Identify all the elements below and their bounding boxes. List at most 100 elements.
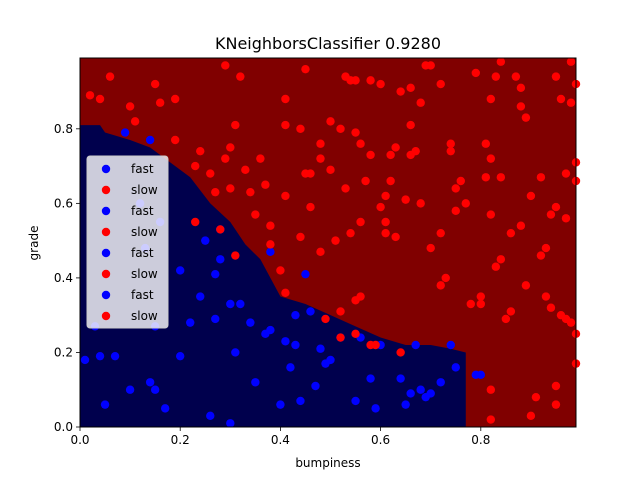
slow-point: [516, 102, 526, 111]
fast-point: [326, 355, 335, 365]
slow-point: [426, 243, 435, 253]
fast-point: [266, 325, 275, 335]
slow-point: [436, 281, 445, 290]
fast-point: [291, 340, 300, 350]
slow-point: [446, 146, 455, 156]
slow-point: [331, 236, 340, 245]
slow-point: [296, 124, 305, 134]
fast-point: [176, 266, 185, 275]
slow-point: [526, 411, 536, 421]
legend-marker-fast: [101, 164, 111, 174]
y-tick-label: 0.6: [54, 196, 73, 210]
fast-point: [291, 310, 300, 320]
slow-point: [541, 292, 551, 301]
slow-point: [511, 72, 521, 81]
fast-point: [396, 374, 405, 383]
slow-point: [566, 98, 576, 107]
slow-point: [306, 202, 315, 212]
slow-point: [191, 217, 200, 227]
fast-point: [160, 404, 170, 413]
slow-point: [211, 187, 220, 197]
fast-point: [206, 411, 215, 421]
slow-point: [496, 173, 506, 182]
slow-point: [426, 61, 435, 70]
fast-point: [416, 385, 425, 394]
slow-point: [261, 180, 270, 189]
fast-point: [80, 355, 90, 365]
slow-point: [556, 94, 566, 104]
fast-point: [311, 381, 320, 391]
x-axis-label: bumpiness: [295, 456, 360, 470]
y-tick-label: 0.2: [54, 345, 73, 359]
slow-point: [486, 210, 496, 219]
slow-point: [221, 61, 230, 70]
slow-point: [546, 303, 556, 312]
slow-point: [376, 79, 385, 89]
slow-point: [416, 199, 425, 208]
chart-title: KNeighborsClassifier 0.9280: [215, 34, 441, 53]
slow-point: [231, 120, 240, 130]
slow-point: [150, 79, 160, 89]
fast-point: [95, 351, 105, 361]
slow-point: [546, 210, 556, 219]
slow-point: [526, 191, 536, 201]
fast-point: [120, 128, 130, 137]
slow-point: [336, 124, 345, 134]
fast-point: [371, 404, 380, 413]
slow-point: [561, 169, 571, 178]
slow-point: [536, 173, 546, 182]
slow-point: [266, 221, 275, 230]
slow-point: [85, 91, 95, 100]
slow-point: [501, 314, 511, 324]
fast-point: [246, 318, 255, 327]
slow-point: [281, 191, 290, 201]
y-tick-label: 0.0: [54, 420, 73, 434]
slow-point: [326, 117, 335, 126]
fast-point: [150, 385, 160, 394]
fast-point: [476, 370, 486, 380]
slow-point: [486, 385, 496, 394]
fast-point: [306, 307, 315, 316]
slow-point: [316, 247, 325, 257]
slow-point: [551, 202, 561, 212]
slow-point: [486, 154, 496, 163]
fast-point: [226, 419, 235, 428]
slow-point: [506, 307, 516, 316]
x-tick-label: 0.6: [371, 433, 390, 447]
x-tick-label: 0.2: [171, 433, 190, 447]
slow-point: [476, 292, 486, 301]
slow-point: [351, 76, 360, 85]
fast-point: [401, 400, 410, 409]
slow-point: [366, 150, 375, 160]
fast-point: [316, 344, 325, 353]
fast-point: [266, 247, 275, 257]
x-tick-label: 0.0: [70, 433, 89, 447]
legend-label-fast: fast: [131, 288, 154, 302]
fast-point: [196, 292, 205, 301]
slow-point: [436, 79, 445, 89]
slow-point: [391, 143, 400, 152]
slow-point: [396, 87, 405, 96]
plot-frame: [79, 57, 577, 428]
fast-point: [176, 351, 185, 361]
slow-point: [356, 292, 365, 301]
slow-point: [551, 381, 561, 391]
fast-point: [276, 400, 285, 409]
fast-point: [436, 378, 445, 387]
fast-point: [281, 337, 290, 346]
slow-point: [206, 169, 215, 178]
slow-point: [351, 128, 360, 137]
slow-point: [336, 307, 345, 316]
fast-point: [211, 269, 220, 279]
slow-point: [191, 161, 200, 171]
fast-point: [186, 318, 195, 327]
slow-point: [516, 221, 526, 230]
slow-point: [371, 340, 380, 350]
fast-point: [211, 314, 220, 324]
slow-point: [541, 243, 551, 253]
legend-box: [86, 155, 169, 329]
slow-point: [531, 392, 541, 402]
slow-point: [236, 72, 245, 81]
slow-point: [125, 102, 135, 111]
slow-point: [351, 329, 360, 339]
